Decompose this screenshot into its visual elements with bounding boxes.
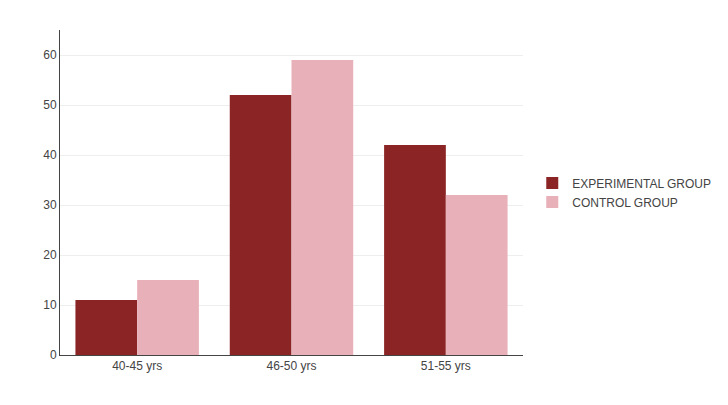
svg-text:40: 40 bbox=[43, 148, 57, 162]
svg-text:60: 60 bbox=[43, 48, 57, 62]
svg-text:EXPERIMENTAL GROUP: EXPERIMENTAL GROUP bbox=[572, 177, 711, 191]
svg-text:CONTROL GROUP: CONTROL GROUP bbox=[572, 196, 678, 210]
svg-text:40-45 yrs: 40-45 yrs bbox=[112, 359, 162, 373]
svg-text:50: 50 bbox=[43, 98, 57, 112]
svg-text:0: 0 bbox=[50, 348, 57, 362]
svg-text:46-50 yrs: 46-50 yrs bbox=[266, 359, 316, 373]
svg-text:20: 20 bbox=[43, 248, 57, 262]
svg-text:51-55 yrs: 51-55 yrs bbox=[421, 359, 471, 373]
svg-text:30: 30 bbox=[43, 198, 57, 212]
svg-text:10: 10 bbox=[43, 298, 57, 312]
